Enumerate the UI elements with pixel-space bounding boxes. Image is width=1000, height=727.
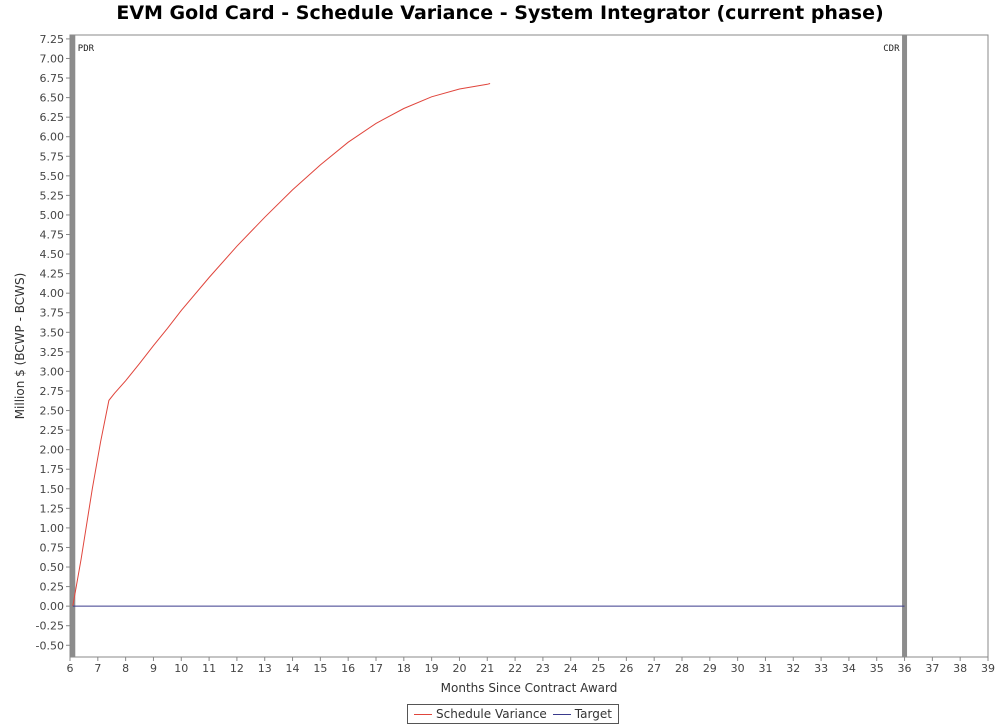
phase-marker-label: PDR	[78, 44, 95, 54]
y-tick-label: 2.75	[40, 385, 65, 398]
y-tick-label: -0.50	[36, 639, 64, 652]
chart-title: EVM Gold Card - Schedule Variance - Syst…	[116, 2, 884, 24]
y-tick-label: 4.00	[40, 287, 65, 300]
y-tick-label: 5.00	[40, 209, 65, 222]
x-tick-label: 12	[230, 662, 244, 675]
y-tick-label: 3.75	[40, 307, 65, 320]
x-tick-label: 35	[870, 662, 884, 675]
x-axis: 6 7 8 9 10 11 12 13 14 15 16 17 18 19 20 21 22 23 24 25 26 27…	[67, 657, 995, 675]
y-tick-label: 6.50	[40, 92, 65, 105]
x-tick-label: 34	[842, 662, 856, 675]
y-tick-label: 3.00	[40, 365, 65, 378]
y-tick-label: 4.25	[40, 268, 65, 281]
plot-area	[69, 34, 989, 658]
y-tick-label: 2.50	[40, 405, 65, 418]
x-tick-label: 13	[258, 662, 272, 675]
y-tick-label: 3.25	[40, 346, 65, 359]
y-tick-label: 7.25	[40, 33, 65, 46]
x-tick-label: 32	[786, 662, 800, 675]
y-tick-label: 1.50	[40, 483, 65, 496]
y-tick-label: 1.75	[40, 463, 65, 476]
legend-item-target: Target	[552, 707, 612, 721]
y-tick-label: 5.75	[40, 150, 65, 163]
chart-legend: Schedule Variance Target	[407, 704, 619, 724]
x-tick-label: 25	[592, 662, 606, 675]
legend-item-schedule-variance: Schedule Variance	[414, 707, 547, 721]
legend-swatch-target	[552, 713, 571, 715]
x-tick-label: 8	[122, 662, 129, 675]
y-tick-label: 0.00	[40, 600, 65, 613]
x-tick-label: 10	[174, 662, 188, 675]
y-tick-label: 1.00	[40, 522, 65, 535]
legend-swatch-schedule-variance	[414, 713, 432, 715]
x-tick-label: 26	[619, 662, 633, 675]
y-tick-label: 0.25	[40, 581, 65, 594]
x-tick-label: 27	[647, 662, 661, 675]
x-tick-label: 14	[286, 662, 300, 675]
x-tick-label: 21	[480, 662, 494, 675]
x-tick-label: 20	[452, 662, 466, 675]
series-lines	[72, 83, 905, 607]
x-tick-label: 29	[703, 662, 717, 675]
x-tick-label: 37	[925, 662, 939, 675]
y-tick-label: 4.50	[40, 248, 65, 261]
x-axis-label: Months Since Contract Award	[441, 681, 618, 695]
y-tick-label: 2.00	[40, 444, 65, 457]
legend-label-schedule-variance: Schedule Variance	[436, 707, 547, 721]
x-tick-label: 16	[341, 662, 355, 675]
y-tick-label: -0.25	[36, 620, 64, 633]
x-tick-label: 15	[313, 662, 327, 675]
y-tick-label: 0.75	[40, 541, 65, 554]
x-tick-label: 30	[731, 662, 745, 675]
y-tick-label: 0.50	[40, 561, 65, 574]
y-tick-label: 2.25	[40, 424, 65, 437]
x-tick-label: 9	[150, 662, 157, 675]
x-tick-label: 19	[425, 662, 439, 675]
y-tick-label: 6.75	[40, 72, 65, 85]
chart-plot: -0.50 -0.25 0.00 0.25 0.50 0.75 1.00 1.25 1.50 1.…	[13, 33, 995, 695]
y-tick-label: 6.25	[40, 111, 65, 124]
y-tick-label: 4.75	[40, 229, 65, 242]
y-tick-label: 5.50	[40, 170, 65, 183]
y-tick-label: 3.50	[40, 326, 65, 339]
x-tick-label: 31	[758, 662, 772, 675]
x-tick-label: 33	[814, 662, 828, 675]
phase-markers: PDR CDR	[70, 35, 908, 657]
x-tick-label: 22	[508, 662, 522, 675]
y-tick-label: 6.00	[40, 131, 65, 144]
x-tick-label: 24	[564, 662, 578, 675]
x-tick-label: 7	[94, 662, 101, 675]
x-tick-label: 38	[953, 662, 967, 675]
x-tick-label: 39	[981, 662, 995, 675]
x-tick-label: 23	[536, 662, 550, 675]
y-tick-label: 7.00	[40, 52, 65, 65]
y-tick-label: 5.25	[40, 189, 65, 202]
y-tick-label: 1.25	[40, 502, 65, 515]
x-tick-label: 11	[202, 662, 216, 675]
y-axis: -0.50 -0.25 0.00 0.25 0.50 0.75 1.00 1.25 1.50 1.…	[36, 33, 70, 652]
x-tick-label: 17	[369, 662, 383, 675]
y-axis-label: Million $ (BCWP - BCWS)	[13, 273, 27, 420]
series-line	[72, 83, 491, 607]
legend-label-target: Target	[574, 707, 612, 721]
x-tick-label: 36	[898, 662, 912, 675]
phase-marker-label: CDR	[883, 44, 900, 54]
x-tick-label: 28	[675, 662, 689, 675]
x-tick-label: 18	[397, 662, 411, 675]
x-tick-label: 6	[67, 662, 74, 675]
